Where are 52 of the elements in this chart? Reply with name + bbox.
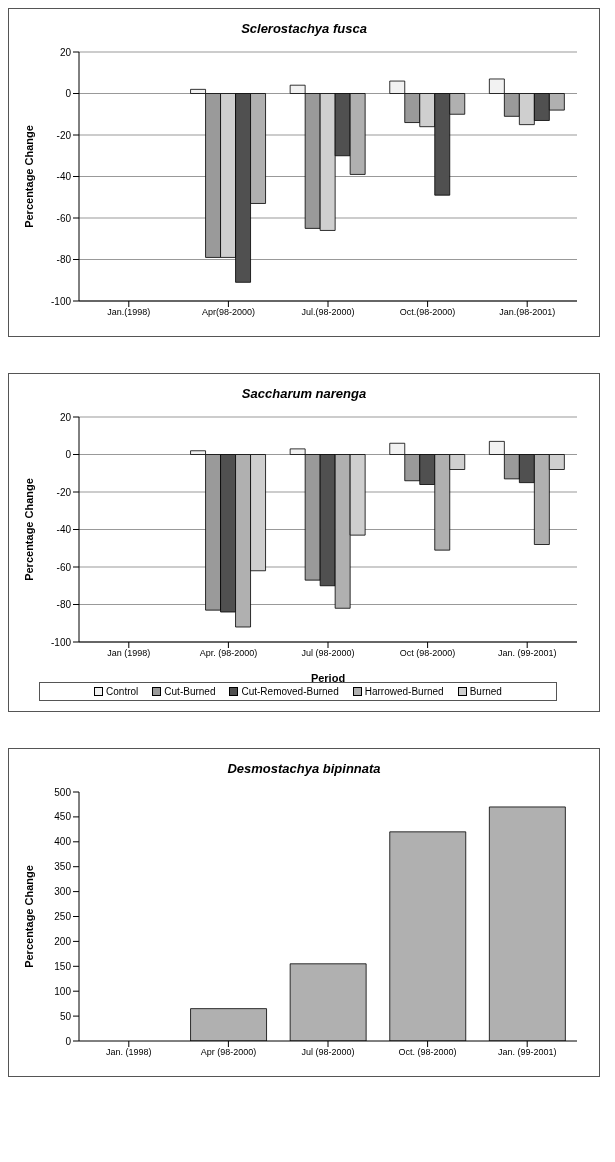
y-tick-label: 200: [54, 935, 72, 947]
legend-label: Burned: [469, 686, 502, 697]
y-tick-label: -20: [56, 486, 72, 498]
legend-label: Control: [106, 686, 139, 697]
y-tick-label: 0: [65, 449, 72, 461]
y-axis-title: Percentage Change: [22, 125, 35, 228]
x-tick-label: Jul (98-2000): [301, 1047, 355, 1058]
y-axis-title: Percentage Change: [22, 865, 35, 968]
x-tick-label: Jul.(98-2000): [301, 307, 355, 318]
y-tick-label: -20: [56, 129, 72, 141]
x-tick-label: Jan. (1998): [106, 1047, 152, 1058]
x-tick-label: Jan.(98-2001): [499, 307, 556, 318]
y-tick-label: -80: [56, 254, 72, 266]
y-tick-label: -60: [56, 212, 72, 224]
y-tick-label: -100: [50, 636, 72, 648]
x-tick-label: Jan.(1998): [107, 307, 151, 318]
x-axis-title: Period: [310, 672, 346, 684]
y-tick-label: 20: [59, 411, 72, 423]
y-tick-label: -100: [50, 295, 72, 307]
legend-label: Cut-Removed-Burned: [241, 686, 339, 697]
y-tick-label: 450: [54, 811, 72, 823]
y-tick-label: 20: [59, 46, 72, 58]
y-tick-label: 100: [54, 985, 72, 997]
y-tick-label: 0: [65, 88, 72, 100]
x-tick-label: Apr (98-2000): [200, 1047, 257, 1058]
x-tick-label: Oct (98-2000): [399, 648, 456, 659]
x-tick-label: Apr(98-2000): [201, 307, 255, 318]
y-tick-label: -40: [56, 524, 72, 536]
x-tick-label: Jul (98-2000): [301, 648, 355, 659]
x-tick-label: Jan. (99-2001): [497, 1047, 557, 1058]
y-tick-label: 500: [54, 786, 72, 798]
y-tick-label: -40: [56, 171, 72, 183]
chart-title: Sclerostachya fusca: [240, 20, 368, 36]
y-axis-title: Percentage Change: [22, 478, 35, 581]
x-tick-label: Oct. (98-2000): [398, 1047, 457, 1058]
chart-title: Saccharum narenga: [240, 385, 368, 401]
y-tick-label: 250: [54, 911, 72, 923]
legend-label: Harrowed-Burned: [364, 686, 444, 697]
x-tick-label: Jan (1998): [107, 648, 151, 659]
legend-label: Cut-Burned: [164, 686, 216, 697]
y-tick-label: 350: [54, 861, 72, 873]
x-tick-label: Oct.(98-2000): [399, 307, 456, 318]
y-tick-label: -60: [56, 561, 72, 573]
x-tick-label: Apr. (98-2000): [199, 648, 258, 659]
y-tick-label: -80: [56, 599, 72, 611]
y-tick-label: 150: [54, 960, 72, 972]
y-tick-label: 400: [54, 836, 72, 848]
chart-title: Desmostachya bipinnata: [226, 760, 382, 776]
y-tick-label: 300: [54, 886, 72, 898]
x-tick-label: Jan. (99-2001): [497, 648, 557, 659]
y-tick-label: 0: [65, 1035, 72, 1047]
y-tick-label: 50: [59, 1010, 72, 1022]
